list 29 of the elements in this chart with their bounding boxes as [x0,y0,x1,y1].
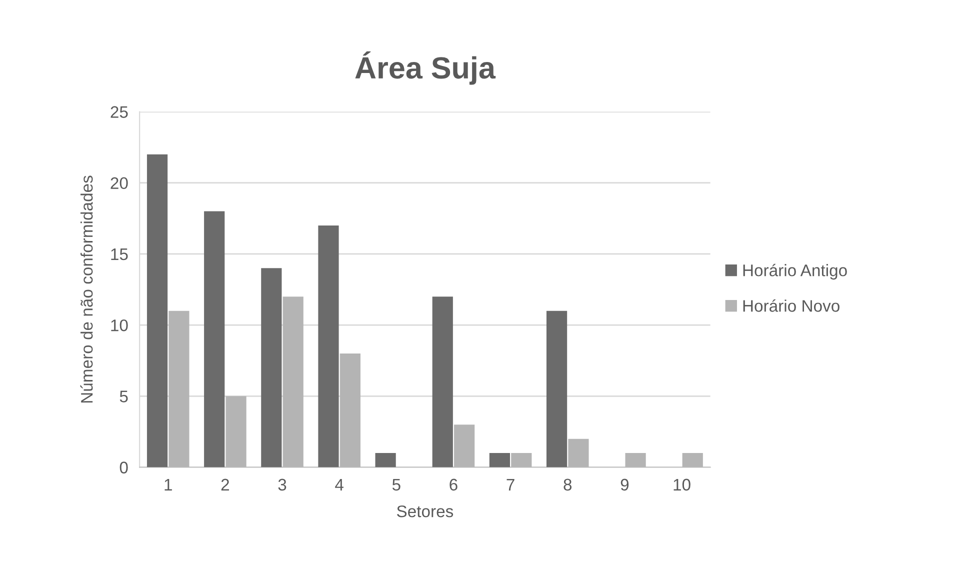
x-tick-label: 5 [392,478,400,491]
x-tick-label: 3 [278,478,286,491]
legend-label: Horário Antigo [743,264,847,280]
chart-title: Área Suja [355,51,496,85]
y-axis-title: Número de não conformidades [80,176,93,403]
bar [204,211,225,468]
bar [318,226,339,468]
bar [146,154,168,468]
bar [432,296,453,468]
y-tick-label: 15 [111,248,128,260]
y-tick-label: 5 [120,390,128,402]
x-tick-label: 10 [674,478,690,491]
x-tick-label: 8 [564,478,572,491]
x-tick-label: 1 [164,478,172,490]
bar [375,453,396,468]
bar [261,268,282,468]
x-tick-label: 7 [506,478,514,490]
x-tick-label: 6 [450,478,458,491]
x-tick-label: 2 [221,478,229,490]
y-tick-label: 0 [120,462,128,474]
x-tick-label: 4 [335,478,344,490]
y-tick-label: 10 [111,319,128,332]
y-tick-label: 25 [110,106,128,118]
bar [489,453,510,468]
y-tick-label: 20 [110,177,128,190]
x-axis-title: Setores [396,505,454,518]
x-tick-label: 9 [620,478,629,491]
legend-label: Horário Novo [743,299,840,312]
bar [546,310,568,468]
